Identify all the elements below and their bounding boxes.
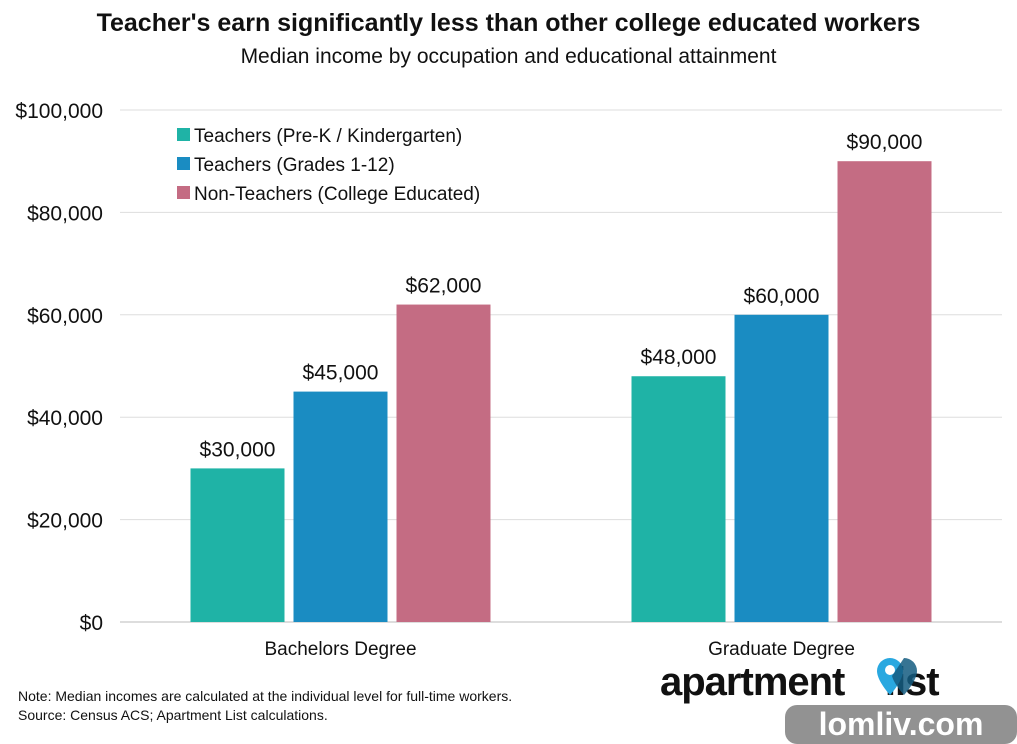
bar xyxy=(837,161,932,622)
data-label: $60,000 xyxy=(744,285,820,308)
note-line: Note: Median incomes are calculated at t… xyxy=(18,688,513,704)
y-tick-label: $0 xyxy=(80,612,103,635)
data-label: $62,000 xyxy=(406,275,482,298)
data-label: $90,000 xyxy=(847,131,923,154)
bar xyxy=(396,304,491,622)
bar xyxy=(190,468,285,622)
watermark: lomliv.com xyxy=(785,705,1017,744)
bar xyxy=(734,314,829,622)
data-label: $30,000 xyxy=(200,438,276,461)
legend-label: Teachers (Pre-K / Kindergarten) xyxy=(194,126,462,147)
y-tick-label: $20,000 xyxy=(27,510,103,533)
y-tick-label: $60,000 xyxy=(27,305,103,328)
data-label: $48,000 xyxy=(641,346,717,369)
bar xyxy=(631,376,726,622)
legend-swatch xyxy=(177,128,190,141)
source-line: Source: Census ACS; Apartment List calcu… xyxy=(18,707,328,723)
legend-swatch xyxy=(177,186,190,199)
chart-subtitle: Median income by occupation and educatio… xyxy=(240,45,777,68)
data-label: $45,000 xyxy=(303,362,379,385)
apartment-list-logo: apartment list xyxy=(660,658,1000,704)
footnote: Note: Median incomes are calculated at t… xyxy=(18,687,512,725)
bar xyxy=(293,391,388,622)
legend-label: Teachers (Grades 1-12) xyxy=(194,155,395,176)
chart-title: Teacher's earn significantly less than o… xyxy=(96,9,921,37)
x-category-label: Graduate Degree xyxy=(708,639,855,660)
map-pin-icon xyxy=(877,658,917,695)
y-tick-label: $80,000 xyxy=(27,202,103,225)
legend-swatch xyxy=(177,157,190,170)
legend-label: Non-Teachers (College Educated) xyxy=(194,184,480,205)
x-category-label: Bachelors Degree xyxy=(264,639,416,660)
y-tick-label: $100,000 xyxy=(15,100,103,123)
y-tick-label: $40,000 xyxy=(27,407,103,430)
